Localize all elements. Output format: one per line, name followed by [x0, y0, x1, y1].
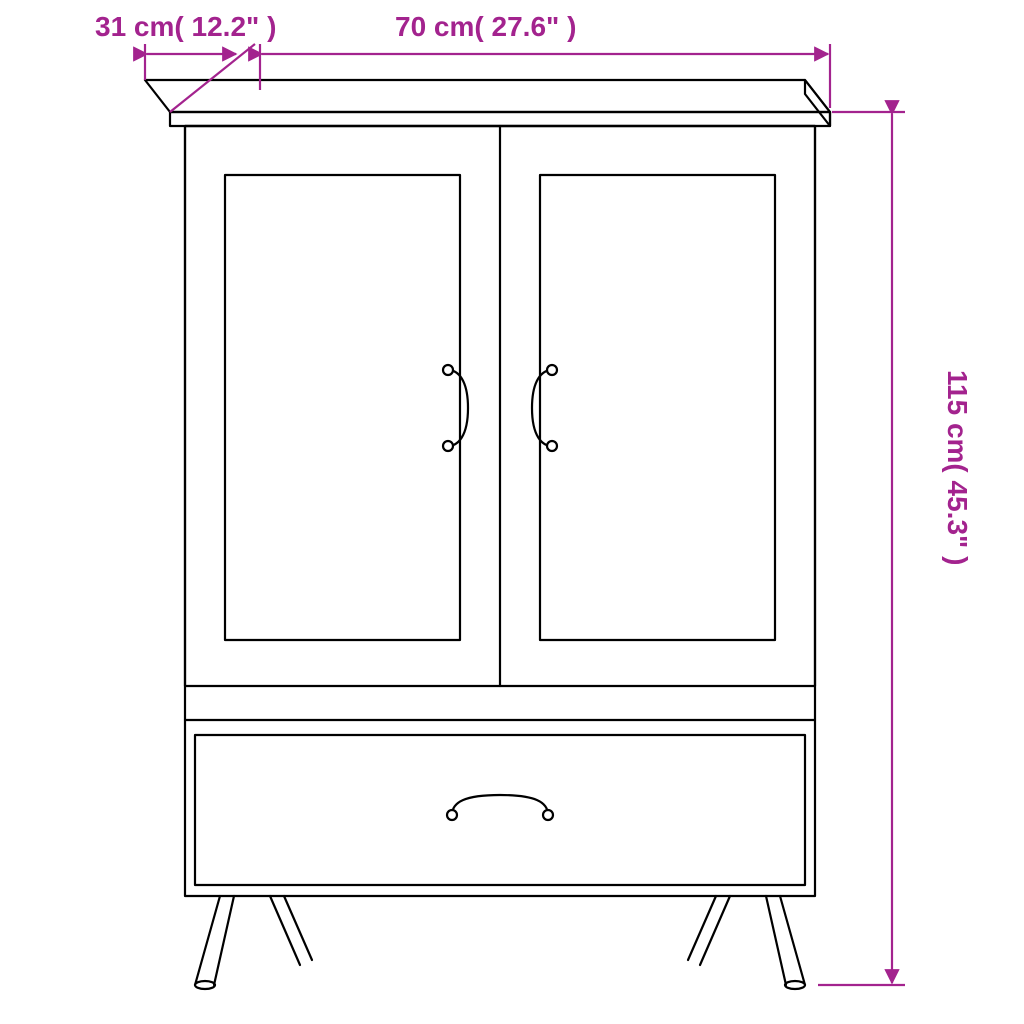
- door-handle-right: [532, 365, 557, 451]
- dimension-height: [818, 112, 905, 985]
- height-in: 45.3": [942, 481, 973, 549]
- height-cm: 115 cm: [942, 370, 973, 463]
- drawer-handle: [447, 795, 553, 820]
- depth-label: 31 cm( 12.2" ): [95, 11, 276, 42]
- furniture-dimension-diagram: 31 cm( 12.2" ) 70 cm( 27.6" ) 115 cm( 45…: [0, 0, 1024, 1024]
- dimension-width: [260, 44, 830, 108]
- width-cm: 70 cm: [395, 11, 474, 42]
- height-label: 115 cm( 45.3" ): [942, 370, 973, 565]
- width-in: 27.6": [492, 11, 560, 42]
- cabinet-lineart: [145, 80, 830, 989]
- door-handle-left: [443, 365, 468, 451]
- width-label: 70 cm( 27.6" ): [395, 11, 576, 42]
- legs: [195, 896, 805, 989]
- depth-in: 12.2": [192, 11, 260, 42]
- depth-cm: 31 cm: [95, 11, 174, 42]
